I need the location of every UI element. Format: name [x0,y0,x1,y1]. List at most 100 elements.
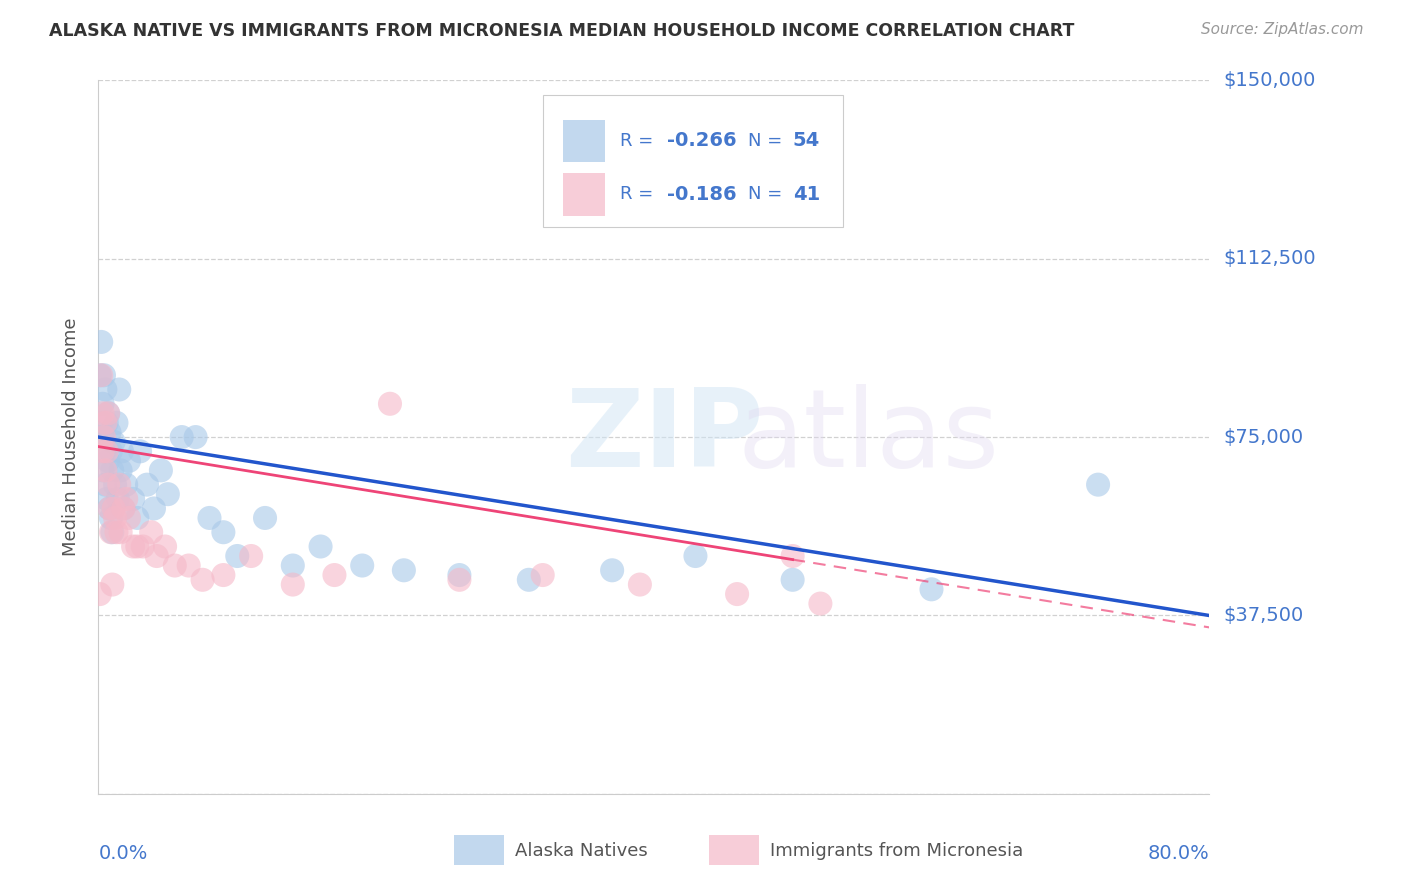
Point [105,525,128,540]
Point [810,597,832,611]
Text: N =: N = [748,186,789,203]
Point [378,397,401,411]
Point [101,463,124,477]
Point [449,568,471,582]
Point [91,430,114,444]
Text: R =: R = [620,132,659,150]
Point [112,501,135,516]
Point [100,511,122,525]
Point [105,416,128,430]
Point [98,425,121,440]
Point [156,487,179,501]
Point [191,573,214,587]
Text: $112,500: $112,500 [1223,249,1316,268]
Point [184,430,207,444]
Y-axis label: Median Household Income: Median Household Income [62,318,80,557]
Point [449,573,471,587]
Point [118,454,141,468]
Point [122,491,145,506]
Point [725,587,748,601]
Point [153,540,176,554]
Point [100,525,122,540]
Point [94,463,117,477]
Point [112,501,135,516]
Point [1087,477,1109,491]
Point [90,416,112,430]
Text: 41: 41 [793,185,820,204]
Point [531,568,554,582]
Point [108,383,131,397]
Point [89,587,111,601]
Point [103,501,125,516]
Point [101,525,124,540]
Point [98,501,121,516]
Point [782,549,804,563]
Point [89,368,111,383]
Point [97,454,120,468]
Point [97,406,120,420]
Point [94,416,117,430]
Point [212,568,235,582]
Point [115,477,138,491]
Text: -0.266: -0.266 [666,131,737,151]
Point [96,444,118,458]
Point [685,549,707,563]
Point [143,501,166,516]
Point [226,549,249,563]
Point [136,477,159,491]
Point [96,416,118,430]
Text: N =: N = [748,132,789,150]
Point [628,577,651,591]
Point [93,430,115,444]
Point [920,582,942,597]
Point [98,501,121,516]
Point [240,549,263,563]
Point [101,577,124,591]
Point [281,558,304,573]
Point [93,444,115,458]
Point [91,463,114,477]
Point [392,563,415,577]
Point [104,477,127,491]
Point [127,540,149,554]
Point [94,477,117,491]
Text: R =: R = [620,186,659,203]
Point [177,558,200,573]
Point [149,463,172,477]
Text: Immigrants from Micronesia: Immigrants from Micronesia [770,842,1024,860]
Text: atlas: atlas [737,384,1000,490]
Text: $150,000: $150,000 [1223,70,1316,90]
Point [127,511,149,525]
Point [118,511,141,525]
Text: ALASKA NATIVE VS IMMIGRANTS FROM MICRONESIA MEDIAN HOUSEHOLD INCOME CORRELATION : ALASKA NATIVE VS IMMIGRANTS FROM MICRONE… [49,22,1074,40]
Point [323,568,346,582]
Point [97,406,120,420]
Text: 80.0%: 80.0% [1147,844,1209,863]
Point [94,383,117,397]
Text: 0.0%: 0.0% [98,844,148,863]
Point [782,573,804,587]
Point [96,491,118,506]
Point [309,540,332,554]
Point [253,511,276,525]
Text: Alaska Natives: Alaska Natives [515,842,648,860]
Point [115,491,138,506]
Text: Source: ZipAtlas.com: Source: ZipAtlas.com [1201,22,1364,37]
Text: $37,500: $37,500 [1223,606,1303,625]
Point [352,558,374,573]
Point [103,434,125,449]
Point [107,491,129,506]
Text: -0.186: -0.186 [666,185,737,204]
Bar [710,835,759,865]
Point [163,558,186,573]
Point [90,368,112,383]
Point [90,334,112,349]
Point [212,525,235,540]
Point [91,397,114,411]
Point [100,444,122,458]
Point [281,577,304,591]
Text: $75,000: $75,000 [1223,427,1303,447]
Point [97,477,120,491]
Bar [562,120,605,162]
Point [122,540,145,554]
